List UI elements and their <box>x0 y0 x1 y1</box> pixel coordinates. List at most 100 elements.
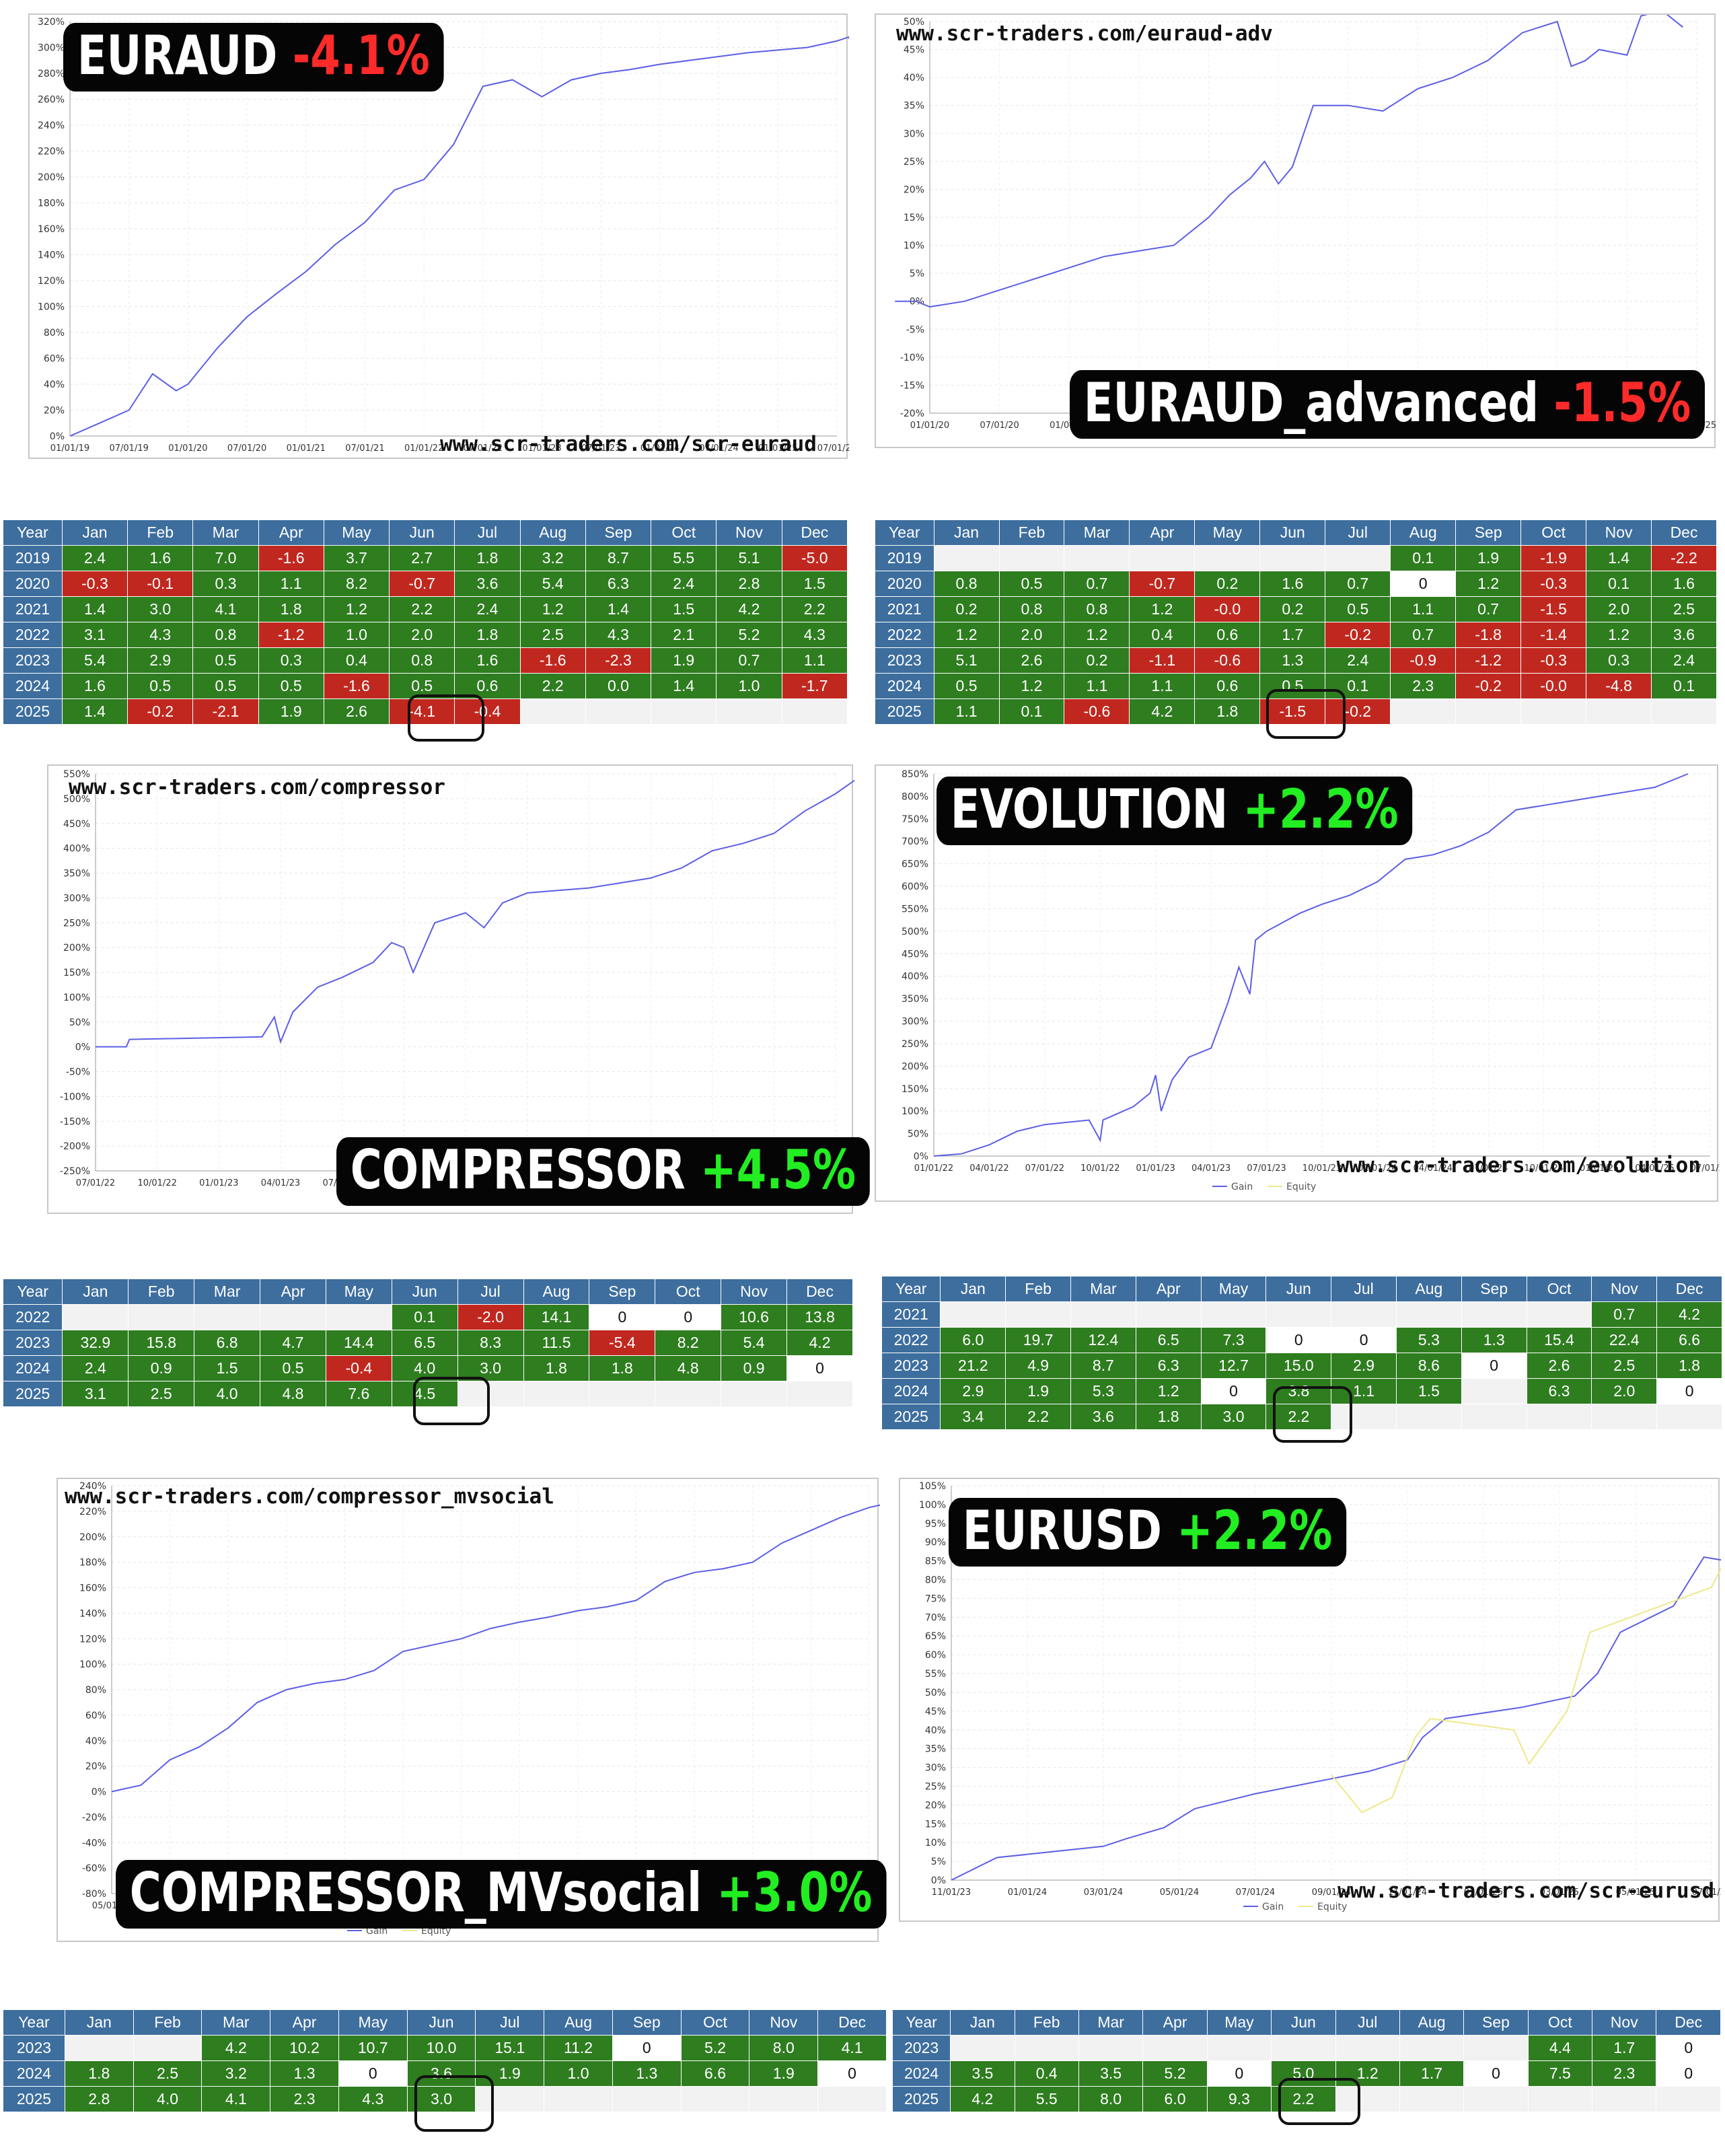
month-value-cell <box>1463 2086 1529 2112</box>
month-value-cell: 4.1 <box>192 596 259 622</box>
x-tick-label: 01/01/25 <box>758 443 797 454</box>
month-value-cell: 0.5 <box>258 673 324 699</box>
y-tick-label: -5% <box>906 324 924 335</box>
month-value-cell <box>655 1381 722 1407</box>
month-value-cell <box>475 2086 545 2112</box>
month-value-cell: 6.5 <box>391 1330 458 1356</box>
x-tick-label: 10/01/23 <box>1302 1163 1342 1174</box>
month-value-cell: 1.8 <box>64 2060 134 2087</box>
header-month: Sep <box>1463 2009 1529 2036</box>
badge-change: +3.0% <box>717 1861 873 1924</box>
month-value-cell: 0.8 <box>933 571 1000 597</box>
y-tick-label: 200% <box>79 1532 106 1543</box>
header-month: Jul <box>1325 519 1391 546</box>
x-tick-label: 01/01/20 <box>910 421 949 431</box>
header-month: May <box>338 2009 408 2036</box>
month-value-cell: 1.8 <box>589 1355 656 1381</box>
month-value-cell: 2.0 <box>389 622 455 648</box>
month-value-cell: 1.3 <box>1461 1327 1527 1353</box>
y-tick-label: 90% <box>925 1538 946 1548</box>
header-month: Dec <box>817 2009 887 2036</box>
month-value-cell <box>1064 545 1130 571</box>
table-header-row: Year Jan Feb Mar Apr May Jun Jul Aug Sep Oct Nov Dec <box>891 2009 1721 2036</box>
x-tick-label: 04/01/25 <box>1635 1163 1674 1174</box>
month-value-cell: 4.8 <box>260 1381 326 1407</box>
year-cell: 2023 <box>3 647 63 674</box>
month-value-cell: 1.9 <box>258 698 324 725</box>
month-value-cell: 1.6 <box>454 647 521 674</box>
table-row: 2024 0.5 1.2 1.1 1.1 0.6 0.5 0.1 2.3 -0.2 -0.0 -4.8… <box>875 673 1717 699</box>
performance-table-euraud: Year Jan Feb Mar Apr May Jun Jul Aug Sep Oct Nov Dec… <box>3 519 848 725</box>
month-value-cell: -1.6 <box>519 647 586 674</box>
month-value-cell <box>1135 1301 1202 1328</box>
x-tick-label: 10/01/22 <box>1080 1163 1120 1174</box>
highlight-current-month <box>1273 1386 1352 1443</box>
y-tick-label: 0% <box>91 1787 106 1798</box>
month-value-cell: 5.4 <box>721 1330 788 1356</box>
month-value-cell: 2.5 <box>1591 1353 1658 1379</box>
x-tick-label: 07/01/20 <box>227 443 266 454</box>
month-value-cell: -1.5 <box>1520 596 1587 622</box>
month-value-cell: 6.6 <box>680 2060 750 2087</box>
year-cell: 2024 <box>881 1378 941 1404</box>
month-value-cell: 2.0 <box>1591 1378 1658 1404</box>
year-cell: 2024 <box>2 1355 63 1381</box>
table-header-row: Year Jan Feb Mar Apr May Jun Jul Aug Sep Oct Nov Dec <box>2 1279 853 1305</box>
year-cell: 2022 <box>3 622 63 648</box>
header-month: Jan <box>62 1279 129 1305</box>
y-tick-label: 20% <box>44 406 65 417</box>
y-tick-label: 200% <box>902 1061 928 1072</box>
month-value-cell: 10.0 <box>406 2035 476 2061</box>
y-tick-label: 400% <box>902 972 928 982</box>
y-tick-label: 100% <box>79 1659 106 1670</box>
table-row: 2025 1.4 -0.2 -2.1 1.9 2.6 -4.1 -0.4 <box>3 698 848 725</box>
header-month: Sep <box>1461 1276 1527 1302</box>
y-tick-label: -250% <box>60 1166 90 1177</box>
month-value-cell: -1.8 <box>1455 622 1522 648</box>
month-value-cell: -1.9 <box>1520 545 1587 571</box>
header-month: Sep <box>612 2009 682 2036</box>
month-value-cell: 3.2 <box>201 2060 271 2087</box>
header-month: Feb <box>1014 2009 1079 2036</box>
month-value-cell: 0 <box>1200 1378 1267 1404</box>
month-value-cell: 1.6 <box>127 545 194 571</box>
month-value-cell <box>786 1381 853 1407</box>
header-month: Jul <box>475 2009 545 2036</box>
badge-euraud-advanced: EURAUD_advanced -1.5% <box>1070 370 1705 439</box>
y-tick-label: 40% <box>904 73 924 83</box>
y-tick-label: 150% <box>63 968 90 978</box>
x-tick-label: 05/01/25 <box>1616 1888 1655 1898</box>
y-tick-label: 50% <box>908 1129 928 1140</box>
series-line-gain <box>69 36 862 437</box>
y-tick-label: 30% <box>925 1763 946 1774</box>
month-value-cell: -1.6 <box>323 673 390 699</box>
header-month: Jan <box>940 1276 1006 1302</box>
month-value-cell: 1.5 <box>194 1355 261 1381</box>
header-month: Jun <box>1259 519 1326 546</box>
month-value-cell: 1.8 <box>1135 1404 1202 1430</box>
header-month: Feb <box>133 2009 203 2036</box>
month-value-cell <box>612 2086 682 2112</box>
badge-change: -1.5% <box>1553 371 1691 434</box>
month-value-cell: 1.0 <box>716 673 782 699</box>
year-cell: 2025 <box>881 1404 941 1430</box>
month-value-cell: 2.4 <box>62 1355 129 1381</box>
month-value-cell <box>1005 1301 1072 1328</box>
month-value-cell <box>1396 1404 1462 1430</box>
month-value-cell: 2.3 <box>1390 673 1457 699</box>
month-value-cell <box>1335 2035 1400 2061</box>
month-value-cell <box>1194 545 1261 571</box>
header-month: Jul <box>457 1279 524 1305</box>
y-tick-label: -80% <box>82 1889 106 1900</box>
month-value-cell <box>62 1304 129 1330</box>
month-value-cell <box>721 1381 788 1407</box>
month-value-cell: 4.1 <box>201 2086 271 2112</box>
year-cell: 2023 <box>875 647 934 674</box>
series-line-gain <box>951 1556 1725 1881</box>
performance-table-compressor: Year Jan Feb Mar Apr May Jun Jul Aug Sep Oct Nov Dec… <box>2 1279 853 1407</box>
y-tick-label: 240% <box>38 120 65 131</box>
month-value-cell: 0.8 <box>192 622 259 648</box>
source-url: www.scr-traders.com/scr-euraud <box>440 432 817 456</box>
table-header-row: Year Jan Feb Mar Apr May Jun Jul Aug Sep Oct Nov Dec <box>881 1276 1722 1302</box>
header-month: Jan <box>61 519 129 546</box>
